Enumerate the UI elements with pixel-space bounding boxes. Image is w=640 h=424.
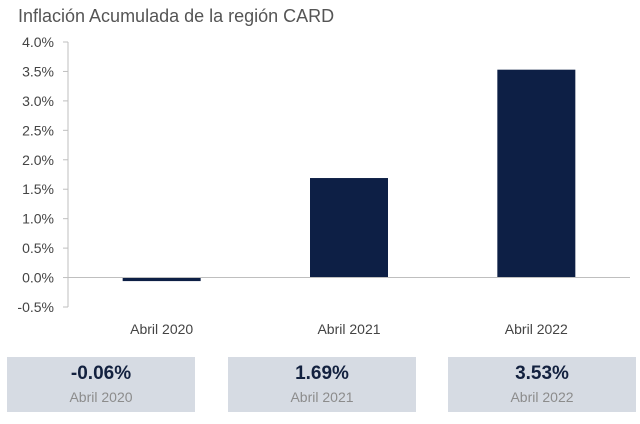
x-tick-label: Abril 2020: [130, 321, 193, 337]
chart-title: Inflación Acumulada de la región CARD: [18, 6, 335, 26]
y-tick-label: 1.5%: [22, 181, 54, 197]
summary-card-2022: 3.53% Abril 2022: [448, 357, 636, 412]
bar: [497, 69, 576, 278]
summary-label: Abril 2022: [510, 389, 574, 405]
bars-group: [122, 69, 576, 282]
y-axis: 4.0% 3.5% 3.0% 2.5% 2.0% 1.5% 1.0% 0.5% 0.0% -0.5…: [17, 34, 69, 315]
y-tick-label: 4.0%: [22, 34, 54, 50]
y-tick-label: -0.5%: [17, 299, 54, 315]
y-tick-label: 3.0%: [22, 93, 54, 109]
summary-label: Abril 2020: [69, 389, 133, 405]
y-tick-label: 3.5%: [22, 63, 54, 79]
y-tick-label: 2.0%: [22, 152, 54, 168]
summary-value: -0.06%: [70, 363, 132, 384]
x-tick-label: Abril 2021: [317, 321, 380, 337]
summary-label: Abril 2021: [290, 389, 354, 405]
bar-chart: 4.0% 3.5% 3.0% 2.5% 2.0% 1.5% 1.0% 0.5% 0.0% -0.5…: [17, 34, 630, 337]
y-tick-label: 2.5%: [22, 122, 54, 138]
x-axis: Abril 2020 Abril 2021 Abril 2022: [68, 277, 630, 337]
summary-value: 1.69%: [295, 363, 349, 384]
y-tick-label: 0.0%: [22, 270, 54, 286]
y-tick-label: 1.0%: [22, 211, 54, 227]
summary-card-2020: -0.06% Abril 2020: [7, 357, 195, 412]
y-tick-label: 0.5%: [22, 240, 54, 256]
x-tick-label: Abril 2022: [505, 321, 568, 337]
bar: [310, 178, 388, 278]
bar: [122, 277, 201, 282]
summary-card-2021: 1.69% Abril 2021: [228, 357, 416, 412]
summary-value: 3.53%: [515, 363, 569, 384]
